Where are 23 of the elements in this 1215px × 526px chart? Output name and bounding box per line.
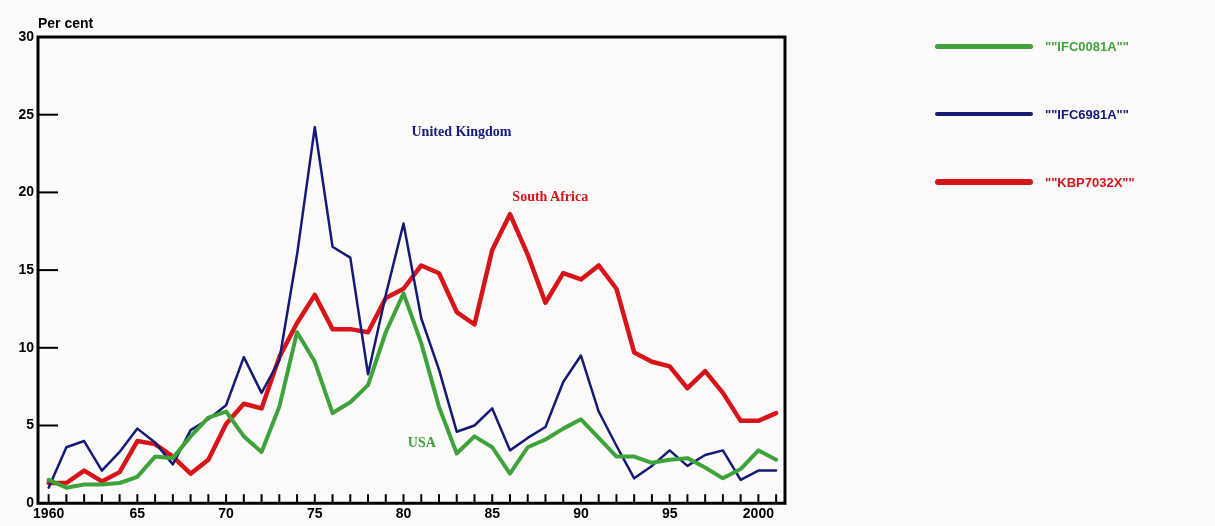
y-tick-label: 5 <box>26 416 35 433</box>
y-axis-title: Per cent <box>38 14 94 31</box>
annotation: United Kingdom <box>411 124 512 140</box>
y-tick-label: 10 <box>18 338 35 355</box>
x-tick-label: 75 <box>307 505 323 522</box>
y-tick-label: 30 <box>18 27 35 44</box>
x-tick-label: 95 <box>661 505 678 522</box>
annotation: South Africa <box>512 189 589 205</box>
x-tick-label: 90 <box>573 505 589 522</box>
annotation: USA <box>407 435 437 451</box>
text: ""IFC0081A"" <box>1045 38 1129 54</box>
x-tick-label: 2000 <box>742 505 775 522</box>
text: ""IFC6981A"" <box>1045 106 1129 122</box>
y-tick-label: 0 <box>26 494 35 511</box>
y-tick-label: 20 <box>18 183 35 200</box>
x-tick-label: 85 <box>484 505 501 522</box>
x-tick-label: 65 <box>129 505 146 522</box>
text: ""KBP7032X"" <box>1045 174 1135 190</box>
y-tick-label: 25 <box>18 105 35 122</box>
x-tick-label: 70 <box>218 505 235 522</box>
x-tick-label: 80 <box>395 505 412 522</box>
y-tick-label: 15 <box>18 260 35 277</box>
x-tick-label: 1960 <box>33 505 65 522</box>
